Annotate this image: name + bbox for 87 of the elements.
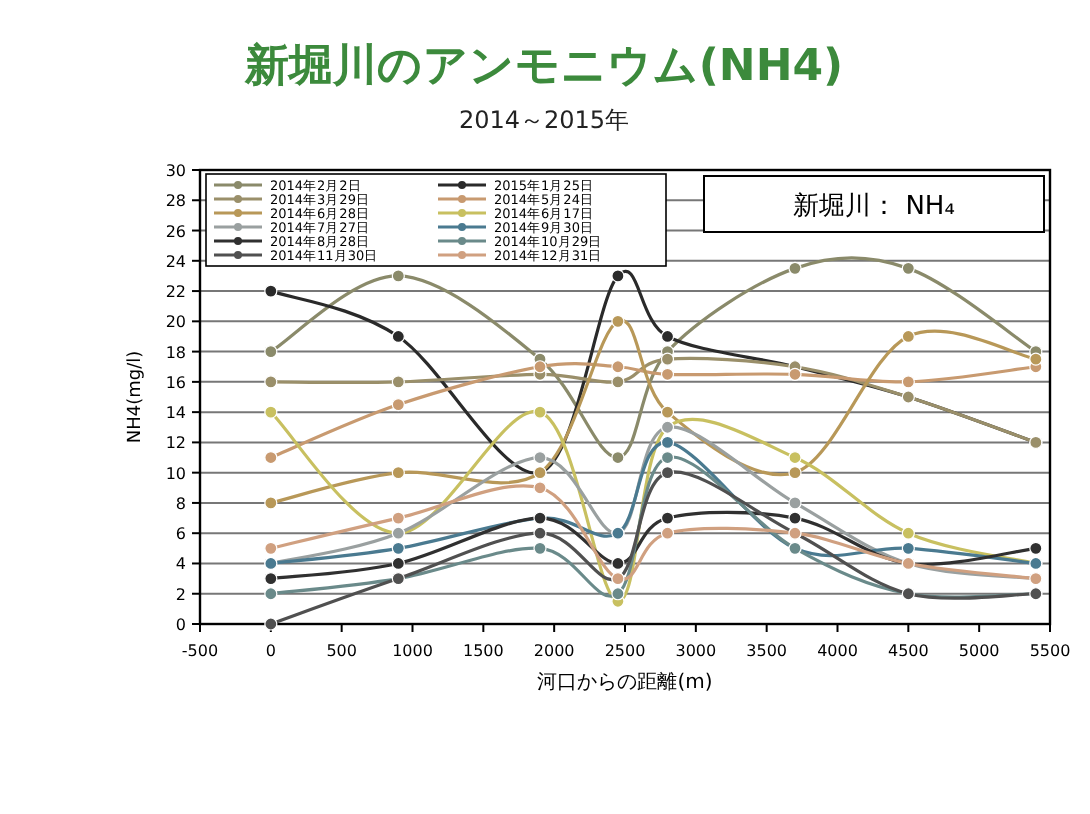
x-axis-title: 河口からの距離(m) xyxy=(537,670,713,694)
point xyxy=(391,269,405,283)
point xyxy=(660,450,675,465)
point xyxy=(264,284,278,298)
point xyxy=(264,572,278,586)
y-tick-label: 26 xyxy=(165,222,186,241)
point xyxy=(264,617,278,631)
y-tick-label: 28 xyxy=(165,192,186,211)
point xyxy=(264,450,278,465)
y-tick-label: 4 xyxy=(175,555,186,574)
annotation: 新堀川： NH₄ xyxy=(793,192,955,222)
point xyxy=(264,587,278,601)
point xyxy=(611,450,625,465)
point xyxy=(788,367,802,381)
point xyxy=(1029,541,1043,555)
y-tick-label: 20 xyxy=(165,313,186,332)
point xyxy=(660,526,675,540)
point xyxy=(391,375,405,389)
x-tick-label: 500 xyxy=(326,642,357,660)
point xyxy=(391,329,405,344)
y-tick-label: 30 xyxy=(165,162,186,180)
point xyxy=(264,496,278,510)
y-tick-label: 2 xyxy=(175,585,186,604)
x-tick-label: 0 xyxy=(265,642,276,660)
x-tick-label: 2000 xyxy=(533,642,575,660)
y-tick-label: 24 xyxy=(165,252,186,271)
point xyxy=(611,556,625,571)
y-tick-label: 18 xyxy=(165,343,186,362)
point xyxy=(611,360,625,374)
point xyxy=(391,397,405,412)
point xyxy=(660,352,675,366)
point xyxy=(391,541,405,555)
y-tick-label: 22 xyxy=(165,283,186,302)
title: 新堀川のアンモニウム(NH4) 2014～2015年 xyxy=(244,42,844,134)
point xyxy=(660,435,675,449)
point xyxy=(788,511,802,525)
x-tick-label: 1500 xyxy=(462,642,504,660)
point xyxy=(901,261,915,275)
y-tick-label: 8 xyxy=(175,494,186,513)
y-tick-label: 16 xyxy=(165,373,186,392)
point xyxy=(533,405,547,419)
x-tick-label: 4500 xyxy=(887,642,929,660)
x-tick-label: -500 xyxy=(181,642,219,660)
point xyxy=(788,466,802,480)
point xyxy=(660,405,675,419)
point xyxy=(611,269,625,283)
point xyxy=(660,511,675,525)
point xyxy=(533,450,547,465)
point xyxy=(391,466,405,480)
x-tick-label: 3500 xyxy=(746,642,788,660)
annotation: 新堀川： NH₄ xyxy=(703,175,1045,233)
x-tick-label: 3000 xyxy=(675,642,717,660)
point xyxy=(901,329,915,344)
y-tick-label: 14 xyxy=(165,404,186,423)
point xyxy=(611,375,625,389)
point xyxy=(533,481,547,495)
y-axis-title: NH4(mg/l) xyxy=(126,350,146,444)
point xyxy=(391,511,405,525)
point xyxy=(611,587,625,601)
point xyxy=(901,526,915,540)
y-tick-label: 12 xyxy=(165,434,186,453)
x-tick-label: 2500 xyxy=(604,642,646,660)
point xyxy=(660,329,675,344)
y-tick-label: 6 xyxy=(175,525,186,544)
point xyxy=(264,541,278,555)
point xyxy=(788,450,802,465)
x-tick-label: 5500 xyxy=(1029,642,1071,660)
point xyxy=(264,375,278,389)
point xyxy=(264,405,278,419)
point xyxy=(1029,352,1043,366)
point xyxy=(533,541,547,555)
point xyxy=(660,466,675,480)
point xyxy=(264,345,278,359)
x-tick-label: 4000 xyxy=(817,642,858,660)
point xyxy=(533,360,547,374)
point xyxy=(788,496,802,510)
point xyxy=(391,556,405,571)
point xyxy=(533,526,547,540)
point xyxy=(611,314,625,328)
x-tick-label: 1000 xyxy=(392,642,433,660)
point xyxy=(901,541,915,555)
point xyxy=(901,375,915,389)
y-tick-label: 10 xyxy=(165,464,186,483)
point xyxy=(788,261,802,275)
x-tick-label: 5000 xyxy=(958,642,1000,660)
y-tick-label: 0 xyxy=(175,616,186,634)
point xyxy=(660,367,675,381)
